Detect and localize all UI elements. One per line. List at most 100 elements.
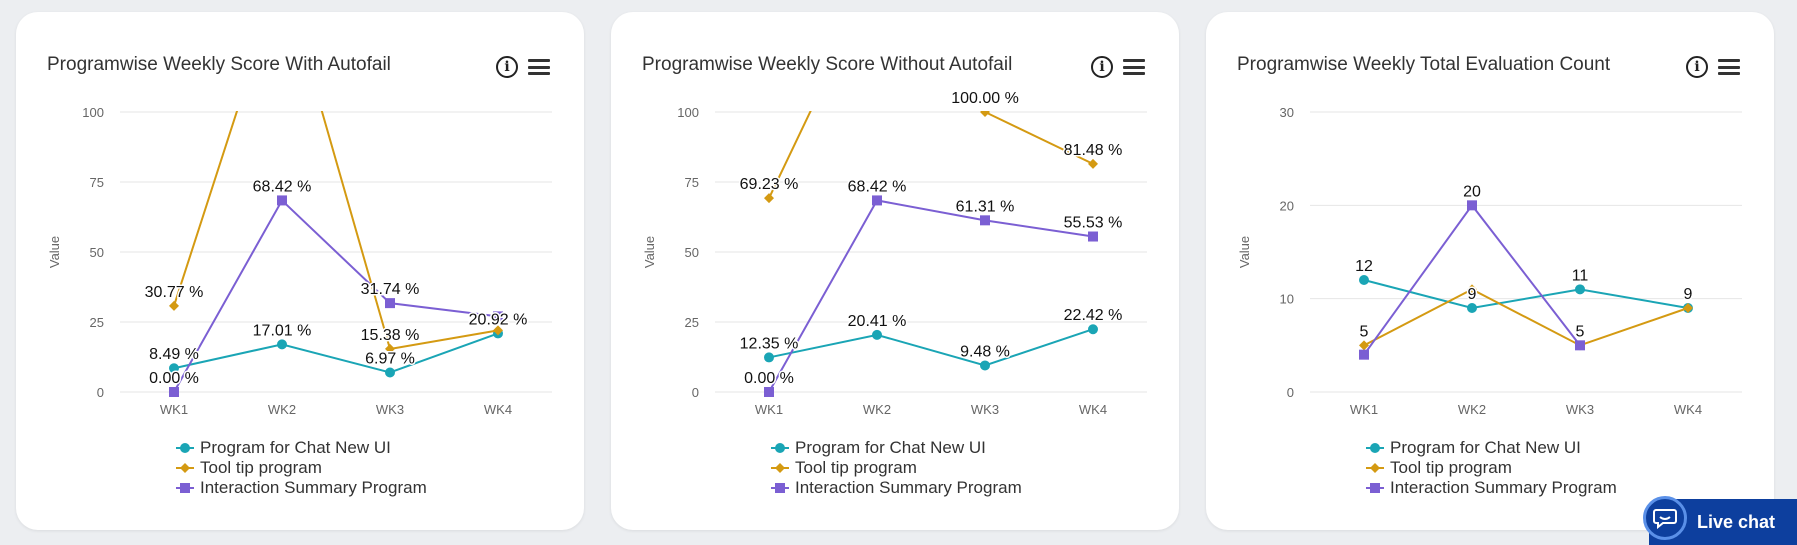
legend-item[interactable]: Program for Chat New UI xyxy=(176,438,427,458)
data-label: 6.97 % xyxy=(365,350,415,367)
legend-marker[interactable] xyxy=(180,483,190,493)
legend-marker[interactable] xyxy=(180,463,190,473)
data-point[interactable] xyxy=(385,298,395,309)
legend-label: Interaction Summary Program xyxy=(795,478,1022,497)
hamburger-menu-icon[interactable] xyxy=(1718,59,1740,75)
info-icon[interactable]: i xyxy=(1091,56,1113,78)
card-actions: i xyxy=(496,56,550,78)
legend-label: Program for Chat New UI xyxy=(200,438,391,457)
x-tick-label: WK1 xyxy=(755,402,783,417)
legend-item[interactable]: Interaction Summary Program xyxy=(771,478,1022,498)
data-point[interactable] xyxy=(872,329,882,340)
data-point[interactable] xyxy=(1467,284,1477,295)
data-point[interactable] xyxy=(872,195,882,206)
legend-item[interactable]: Tool tip program xyxy=(771,458,1022,478)
data-point[interactable] xyxy=(980,360,990,371)
data-point[interactable] xyxy=(1467,303,1477,313)
data-point[interactable] xyxy=(980,215,990,226)
data-point[interactable] xyxy=(764,387,774,397)
data-point[interactable] xyxy=(1088,231,1098,242)
card-actions: i xyxy=(1091,56,1145,78)
x-tick-label: WK2 xyxy=(863,402,891,417)
series-line[interactable] xyxy=(173,92,499,351)
y-axis-title: Value xyxy=(47,236,62,268)
data-point[interactable] xyxy=(493,325,503,336)
hamburger-menu-icon[interactable] xyxy=(528,59,550,75)
info-icon[interactable]: i xyxy=(1686,56,1708,78)
series-line[interactable] xyxy=(1363,203,1581,356)
data-point[interactable] xyxy=(1575,340,1585,351)
legend-item[interactable]: Program for Chat New UI xyxy=(1366,438,1617,458)
data-label: 68.42 % xyxy=(848,178,907,195)
data-point[interactable] xyxy=(1088,158,1098,169)
data-point[interactable] xyxy=(764,193,774,204)
y-axis-title: Value xyxy=(1237,236,1252,268)
data-point[interactable] xyxy=(169,363,179,374)
data-point[interactable] xyxy=(980,107,990,117)
line-chart-with-autofail: 0 25 50 75 100 Value WK1 WK2 WK3 WK4 8.49 % 17.01 %… xyxy=(47,92,552,417)
x-tick-label: WK4 xyxy=(484,402,512,417)
data-point[interactable] xyxy=(493,311,503,322)
hamburger-menu-icon[interactable] xyxy=(1123,59,1145,75)
y-tick-label: 100 xyxy=(82,105,104,120)
y-tick-label: 25 xyxy=(90,315,104,330)
data-point[interactable] xyxy=(1359,275,1369,285)
legend-symbol xyxy=(771,463,789,473)
legend-marker[interactable] xyxy=(775,463,785,473)
series-line[interactable] xyxy=(173,198,499,393)
line-chart-evaluation-count: 0 10 20 30 Value WK1 WK2 WK3 WK4 12 9 11 9 5 20 5 xyxy=(1237,105,1742,417)
data-point[interactable] xyxy=(1467,200,1477,211)
data-label: 100.00 % xyxy=(951,92,1019,107)
data-label: 55.53 % xyxy=(1064,215,1123,232)
series-line[interactable] xyxy=(768,328,1094,367)
x-tick-label: WK4 xyxy=(1674,402,1702,417)
legend-marker[interactable] xyxy=(1370,443,1380,453)
legend-symbol xyxy=(1366,483,1384,493)
data-point[interactable] xyxy=(385,343,395,354)
card-title: Programwise Weekly Total Evaluation Coun… xyxy=(1237,54,1611,75)
legend-item[interactable]: Program for Chat New UI xyxy=(771,438,1022,458)
data-point[interactable] xyxy=(277,195,287,206)
data-point[interactable] xyxy=(1359,340,1369,351)
y-tick-label: 0 xyxy=(97,385,104,400)
info-icon[interactable]: i xyxy=(496,56,518,78)
series-line[interactable] xyxy=(768,199,1094,393)
data-point[interactable] xyxy=(1683,303,1693,313)
data-point[interactable] xyxy=(385,367,395,378)
legend-marker[interactable] xyxy=(1370,463,1380,473)
data-label: 5 xyxy=(1576,323,1585,340)
legend-marker[interactable] xyxy=(180,443,190,453)
data-label: 15.38 % xyxy=(361,327,420,344)
data-label: 20.41 % xyxy=(848,313,907,330)
legend-marker[interactable] xyxy=(1370,483,1380,493)
data-point[interactable] xyxy=(1088,324,1098,335)
chart-card-evaluation-count: Programwise Weekly Total Evaluation Coun… xyxy=(1206,12,1774,530)
legend-item[interactable]: Interaction Summary Program xyxy=(176,478,427,498)
legend-symbol xyxy=(1366,443,1384,453)
legend-label: Interaction Summary Program xyxy=(1390,478,1617,497)
y-tick-label: 30 xyxy=(1280,105,1294,120)
legend-label: Program for Chat New UI xyxy=(795,438,986,457)
series-line[interactable] xyxy=(1363,279,1689,310)
legend-marker[interactable] xyxy=(775,483,785,493)
data-point[interactable] xyxy=(1575,284,1585,295)
legend-marker[interactable] xyxy=(775,443,785,453)
series-line[interactable] xyxy=(768,92,1094,199)
data-point[interactable] xyxy=(169,387,179,397)
data-point[interactable] xyxy=(1359,349,1369,360)
series-line[interactable] xyxy=(1363,288,1689,347)
legend-item[interactable]: Interaction Summary Program xyxy=(1366,478,1617,498)
legend-symbol xyxy=(771,443,789,453)
data-point[interactable] xyxy=(169,300,179,311)
series-line[interactable] xyxy=(173,332,499,374)
legend-item[interactable]: Tool tip program xyxy=(1366,458,1617,478)
live-chat-button[interactable]: Live chat xyxy=(1643,496,1797,545)
legend-symbol xyxy=(771,483,789,493)
x-tick-label: WK3 xyxy=(376,402,404,417)
chart-legend: Program for Chat New UI Tool tip program I… xyxy=(176,438,427,498)
legend-label: Tool tip program xyxy=(1390,458,1512,477)
data-point[interactable] xyxy=(277,339,287,350)
chart-card-without-autofail: Programwise Weekly Score Without Autofai… xyxy=(611,12,1179,530)
data-point[interactable] xyxy=(764,352,774,363)
legend-item[interactable]: Tool tip program xyxy=(176,458,427,478)
